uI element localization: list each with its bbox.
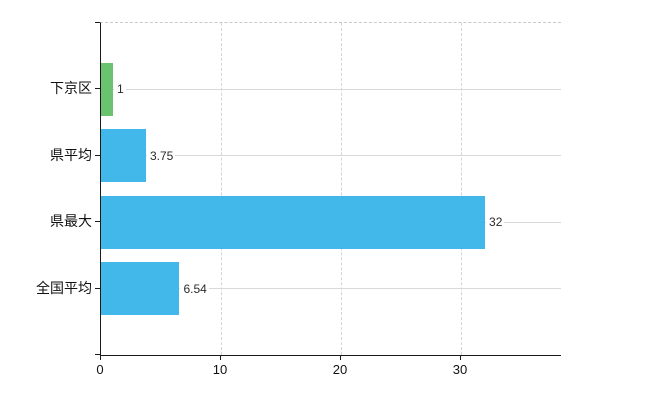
- x-tick-label: 0: [96, 362, 104, 377]
- x-axis-tick: [100, 355, 101, 360]
- x-axis-tick: [340, 355, 342, 360]
- category-label: 全国平均: [36, 279, 92, 296]
- category-label: 下京区: [50, 80, 92, 97]
- plot-area: 1 3.75 32 6.54: [100, 22, 561, 356]
- gridline-vertical: [220, 23, 222, 355]
- bar: [101, 129, 146, 183]
- gridline-vertical: [340, 23, 342, 355]
- bar: [101, 195, 486, 249]
- value-label: 3.75: [147, 147, 176, 164]
- value-label: 6.54: [180, 280, 209, 297]
- x-axis-tick: [220, 355, 221, 360]
- x-tick-label: 20: [332, 362, 348, 377]
- gridline-row: [101, 88, 561, 90]
- y-axis-tick: [95, 22, 100, 23]
- x-tick-label: 10: [212, 362, 228, 377]
- value-label: 1: [114, 81, 126, 98]
- value-label: 32: [486, 214, 505, 231]
- x-axis-tick: [460, 355, 462, 360]
- bar: [101, 62, 113, 116]
- category-label: 県最大: [50, 213, 92, 230]
- gridline-row: [101, 288, 561, 290]
- y-axis-tick: [95, 154, 100, 156]
- y-axis-tick: [95, 287, 100, 289]
- y-axis-tick: [95, 354, 100, 355]
- category-label: 県平均: [50, 146, 92, 163]
- y-axis-tick: [95, 221, 100, 223]
- y-axis-tick: [95, 88, 100, 90]
- x-tick-label: 30: [452, 362, 468, 377]
- gridline-vertical: [460, 23, 462, 355]
- bar: [101, 262, 180, 316]
- gridline-row: [101, 155, 561, 157]
